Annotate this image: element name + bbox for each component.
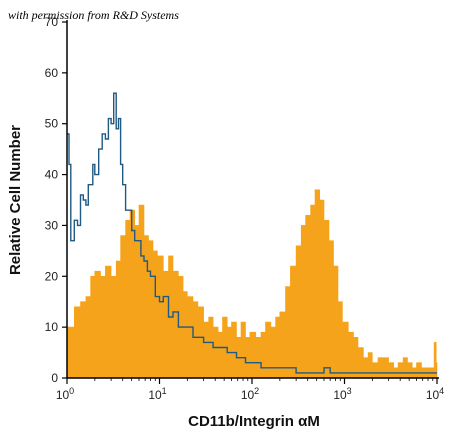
y-tick-label: 70 <box>45 15 59 29</box>
permission-watermark: with permission from R&D Systems <box>8 8 179 22</box>
y-tick-label: 30 <box>45 218 59 232</box>
y-axis-title: Relative Cell Number <box>7 125 24 275</box>
x-tick-label: 100 <box>56 386 74 402</box>
x-axis-title: CD11b/Integrin αM <box>188 413 320 430</box>
x-tick-label: 101 <box>148 386 166 402</box>
y-tick-label: 10 <box>45 320 59 334</box>
x-tick-label: 102 <box>241 386 259 402</box>
filled-histogram <box>66 189 438 379</box>
outline-histogram <box>67 92 437 374</box>
y-tick-label: 20 <box>45 269 59 283</box>
y-tick-label: 40 <box>45 168 59 182</box>
plot-series <box>66 92 438 379</box>
y-tick-label: 50 <box>45 117 59 131</box>
axes: 0 10 20 30 40 50 60 70 100 101 102 103 104 <box>45 15 445 402</box>
y-tick-label: 0 <box>51 371 58 385</box>
y-tick-label: 60 <box>45 66 59 80</box>
x-tick-label: 104 <box>426 386 444 402</box>
x-tick-label: 103 <box>333 386 351 402</box>
